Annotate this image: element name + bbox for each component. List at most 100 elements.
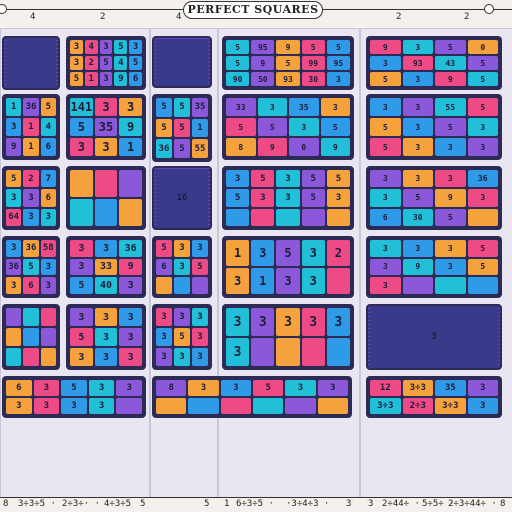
- square-cell: 3: [289, 118, 319, 136]
- square-cell: [402, 277, 433, 294]
- square-cell: 3: [226, 338, 250, 366]
- square-cell: 3÷3: [402, 380, 433, 396]
- square-cell: [23, 308, 39, 326]
- square-cell: 5: [301, 189, 325, 207]
- square-panel: 3 3 55 5 5 3 5 3 5 3 3 3: [366, 94, 502, 160]
- square-cell: 3: [402, 98, 433, 116]
- square-panel: 141 3 3 5 35 9 3 3 1: [66, 94, 146, 160]
- square-cell: 3: [40, 277, 56, 294]
- square-cell: 3: [94, 240, 118, 257]
- square-cell: [23, 348, 39, 366]
- bottom-tick: 5: [204, 499, 210, 509]
- top-tick: 4: [30, 12, 36, 22]
- square-cell: 3: [61, 398, 87, 414]
- square-cell: 5: [370, 118, 401, 136]
- square-cell: 5: [40, 98, 56, 116]
- square-cell: 9: [276, 40, 300, 54]
- square-cell: [226, 208, 250, 226]
- square-cell: [301, 338, 325, 366]
- square-cell: 5: [226, 118, 256, 136]
- square-panel: [2, 36, 60, 90]
- square-cell: 5: [301, 40, 325, 54]
- square-cell: 5: [156, 240, 172, 257]
- square-cell: 5: [23, 258, 39, 276]
- square-cell: [251, 208, 275, 226]
- square-cell: 3: [70, 40, 83, 54]
- square-cell: 5: [326, 170, 350, 188]
- square-cell: 3: [467, 189, 498, 207]
- square-cell: [326, 268, 350, 294]
- square-cell: 5: [226, 40, 250, 54]
- bottom-tick: 3: [346, 499, 352, 509]
- square-cell: [285, 398, 316, 414]
- square-cell: [6, 348, 22, 366]
- square-cell: [70, 170, 93, 197]
- square-cell: 9: [402, 258, 433, 276]
- bottom-tick: 1: [224, 499, 230, 509]
- square-cell: 5: [402, 189, 433, 207]
- square-cell: 5: [174, 139, 190, 158]
- square-cell: 3: [317, 380, 348, 396]
- square-cell: 6: [156, 258, 172, 276]
- square-panel: [152, 36, 212, 88]
- square-cell: 93: [402, 56, 433, 70]
- square-cell: 9: [257, 138, 287, 156]
- square-cell: 6: [23, 277, 39, 294]
- square-panel: [66, 166, 146, 230]
- square-cell: 3: [435, 258, 466, 276]
- square-cell: 5: [70, 72, 83, 86]
- bottom-tick: 4÷3÷5: [104, 499, 132, 509]
- square-cell: 5: [70, 118, 93, 136]
- square-cell: 1: [251, 268, 275, 294]
- square-cell: 3: [276, 170, 300, 188]
- square-cell: 3: [301, 240, 325, 266]
- square-cell: [253, 398, 284, 414]
- square-cell: 3: [370, 170, 401, 188]
- square-cell: [94, 170, 118, 197]
- square-cell: 4: [84, 40, 98, 54]
- square-cell: 3: [320, 98, 350, 116]
- square-cell: 3: [174, 348, 190, 366]
- square-cell: 36: [23, 98, 39, 116]
- square-cell: 5: [251, 170, 275, 188]
- square-cell: 3÷3: [435, 398, 466, 414]
- square-cell: 9: [6, 138, 22, 156]
- square-panel: [2, 304, 60, 370]
- square-cell: 3: [33, 380, 60, 396]
- square-cell: 5: [467, 56, 498, 70]
- square-cell: 16: [156, 170, 208, 226]
- square-cell: 3: [370, 189, 401, 207]
- square-cell: 3: [6, 277, 22, 294]
- square-cell: 3: [156, 348, 172, 366]
- top-tick: 2: [100, 12, 106, 22]
- square-cell: 1: [119, 138, 142, 156]
- square-panel: 3 36 58 36 5 3 3 6 3: [2, 236, 60, 298]
- bottom-tick: 2÷3÷44÷ ·: [448, 499, 497, 509]
- square-cell: 5: [156, 98, 172, 117]
- square-cell: 3: [370, 56, 401, 70]
- square-cell: [192, 277, 208, 294]
- square-cell: [174, 277, 190, 294]
- square-panel: 5 5 35 5 5 1 36 5 55: [152, 94, 212, 162]
- square-cell: 3: [257, 98, 287, 116]
- square-cell: 36: [6, 258, 22, 276]
- bottom-tick: ·3÷4÷3 ·: [286, 499, 330, 509]
- square-cell: 3: [94, 328, 118, 346]
- square-cell: [188, 398, 219, 414]
- bottom-tick: 2÷3÷· ·: [62, 499, 100, 509]
- square-cell: 5: [370, 138, 401, 156]
- square-cell: [6, 308, 22, 326]
- square-cell: 5: [435, 118, 466, 136]
- ruler-right-end-icon: [484, 4, 494, 14]
- square-panel: 16: [152, 166, 212, 230]
- square-cell: 35: [94, 118, 118, 136]
- square-cell: 5: [276, 240, 300, 266]
- square-cell: 0: [467, 40, 498, 54]
- square-cell: 5: [435, 40, 466, 54]
- square-cell: 3: [88, 398, 115, 414]
- square-cell: [119, 170, 142, 197]
- square-cell: 3: [370, 98, 401, 116]
